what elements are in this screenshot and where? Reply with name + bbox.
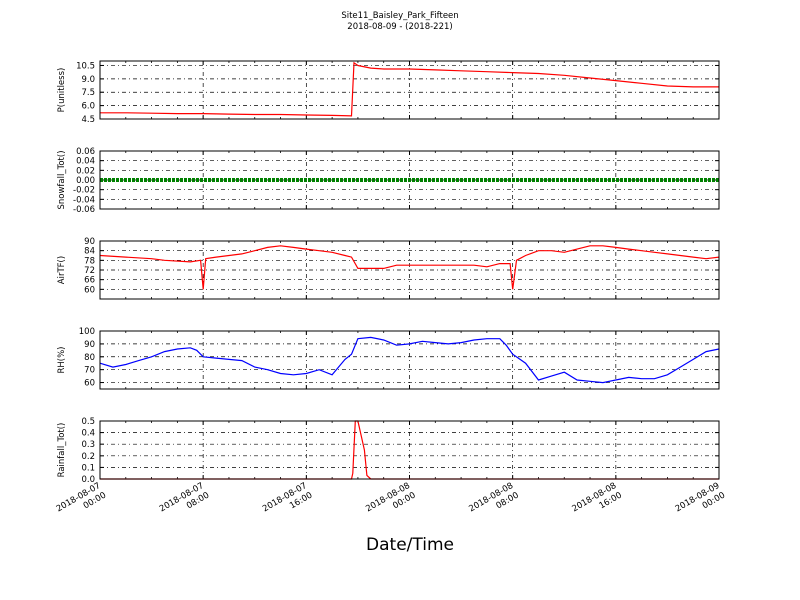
series-line (100, 420, 719, 480)
y-tick-label: 0.04 (76, 157, 95, 167)
y-tick-label: 84 (84, 247, 95, 257)
series-line (100, 61, 719, 117)
y-axis-label: AirTF() (57, 256, 67, 284)
x-axis-label: Date/Time (366, 535, 454, 555)
y-tick-label: 9.0 (81, 75, 95, 85)
panel-1: Snowfall_Tot()-0.06-0.04-0.020.000.020.0… (57, 147, 720, 215)
y-tick-label: 78 (84, 256, 95, 266)
y-tick-label: 4.5 (81, 115, 95, 125)
y-tick-label: 10.5 (76, 61, 95, 71)
y-tick-label: 72 (84, 266, 95, 276)
y-axis-label: Rainfall_Tot() (57, 423, 67, 478)
chart-panels: P(unitless) 4.5 6.0 7.5 9.0 10.5 Snowfall_Tot(… (55, 60, 727, 514)
y-axis-label: P(unitless) (57, 68, 67, 113)
y-tick-label: 90 (84, 237, 95, 247)
y-tick-label: 0.4 (81, 429, 95, 439)
y-tick-label: 60 (84, 285, 95, 295)
chart-title-line-2: 2018-08-09 - (2018-221) (347, 22, 452, 32)
y-tick-label: 0.00 (76, 176, 95, 186)
chart-title-line-1: Site11_Baisley_Park_Fifteen (341, 11, 458, 21)
axes-frame (99, 420, 720, 480)
y-tick-label: 7.5 (81, 88, 95, 98)
y-tick-label: -0.04 (73, 195, 95, 205)
y-tick-label: -0.06 (73, 205, 95, 215)
y-tick-label: -0.02 (73, 186, 95, 196)
axes-frame (99, 240, 720, 300)
y-tick-label: 100 (79, 327, 95, 337)
y-tick-label: 70 (84, 366, 95, 376)
y-tick-label: 60 (84, 379, 95, 389)
y-tick-label: 0.02 (76, 166, 95, 176)
axes-frame (99, 330, 720, 390)
axes-frame (99, 150, 720, 210)
series-line (99, 245, 720, 290)
panel-0: P(unitless) 4.5 6.0 7.5 9.0 10.5 (57, 60, 720, 125)
y-tick-label: 0.2 (81, 452, 95, 462)
y-tick-label: 90 (84, 340, 95, 350)
y-tick-label: 0.5 (81, 417, 95, 427)
series-line (99, 336, 720, 384)
panel-3: RH(%) 60 70 80 90 100 (57, 327, 720, 390)
y-tick-label: 6.0 (81, 102, 95, 112)
panel-4: Rainfall_Tot() 0.0 0.10.2 0.30.4 0.5 (57, 417, 720, 485)
y-tick-label: 80 (84, 353, 95, 363)
y-tick-label: 0.0 (81, 475, 95, 485)
y-axis-label: RH(%) (57, 346, 67, 373)
y-tick-label: 0.06 (76, 147, 95, 157)
y-tick-label: 0.3 (81, 440, 95, 450)
y-axis-label: Snowfall_Tot() (57, 150, 67, 209)
y-tick-label: 66 (84, 276, 95, 286)
y-tick-label: 0.1 (81, 463, 95, 473)
axes-frame (99, 60, 720, 120)
